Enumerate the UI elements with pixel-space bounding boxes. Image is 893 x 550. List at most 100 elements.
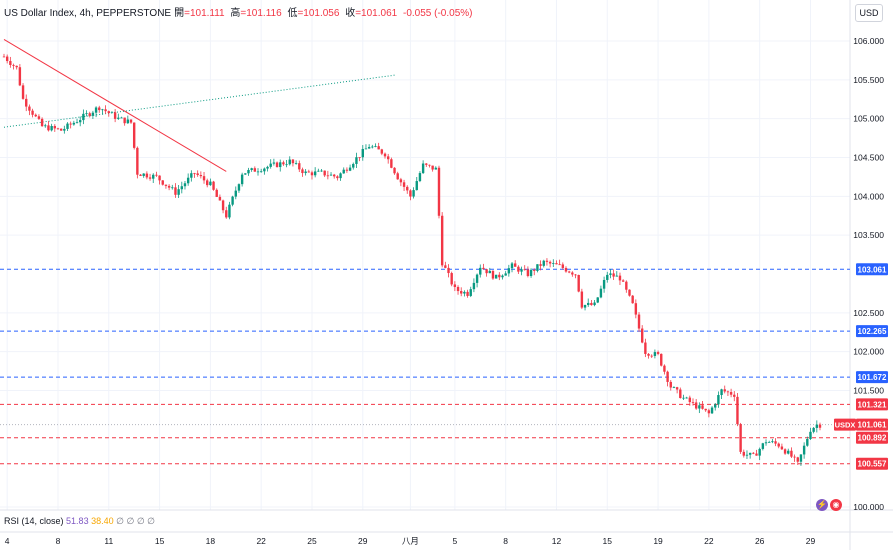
candle-body-229 <box>729 392 733 395</box>
candle-body-256 <box>815 424 819 428</box>
horizontal-lines: 103.061 102.265 101.672 101.321 100.892 100.5… <box>0 263 888 470</box>
candle-body-88 <box>282 162 285 165</box>
candle-body-50 <box>161 180 164 185</box>
candle-body-116 <box>371 146 374 148</box>
candle-body-222 <box>707 410 711 414</box>
hline-label-0: 103.061 <box>858 265 887 274</box>
time-tick-4: 18 <box>206 536 216 546</box>
candle-body-159 <box>507 268 511 274</box>
candle-body-158 <box>504 273 507 276</box>
candle-body-62 <box>199 175 203 177</box>
price-axis: 106.000 105.500 105.000 104.500 104.000 103.5… <box>853 36 884 512</box>
candle-body-147 <box>469 289 472 296</box>
symbol-title[interactable]: US Dollar Index, 4h, PEPPERSTONE <box>4 8 172 19</box>
candle-body-63 <box>202 176 206 181</box>
time-tick-3: 15 <box>155 536 165 546</box>
candle-body-74 <box>237 184 241 191</box>
candle-body-71 <box>228 204 231 218</box>
price-tick-1: 105.500 <box>853 75 884 85</box>
low-value: =101.056 <box>297 8 340 19</box>
candle-body-143 <box>456 287 460 292</box>
candle-body-65 <box>209 181 212 186</box>
candle-body-43 <box>139 174 142 176</box>
us-flag-icon[interactable]: ◉ <box>830 499 842 511</box>
candle-body-111 <box>355 157 358 164</box>
time-tick-6: 25 <box>307 536 317 546</box>
candle-body-232 <box>739 424 742 452</box>
candle-body-155 <box>494 274 498 279</box>
candle-body-19 <box>63 128 66 131</box>
candle-body-173 <box>552 263 555 264</box>
candle-body-87 <box>279 162 282 168</box>
candle-body-226 <box>720 389 723 396</box>
candle-body-165 <box>526 269 530 277</box>
candle-body-18 <box>59 128 63 131</box>
candle-body-3 <box>12 64 15 66</box>
rsi-legend[interactable]: RSI (14, close) 51.83 38.40 ∅ ∅ ∅ ∅ <box>4 516 155 527</box>
candle-body-67 <box>215 189 218 197</box>
candle-body-233 <box>742 451 745 456</box>
candle-body-80 <box>256 171 260 173</box>
candle-body-209 <box>666 371 669 382</box>
candle-body-85 <box>272 162 276 164</box>
time-tick-10: 8 <box>503 536 508 546</box>
candle-body-245 <box>780 446 784 450</box>
candle-body-41 <box>132 122 136 148</box>
candle-body-44 <box>142 173 145 176</box>
candle-body-56 <box>180 186 184 190</box>
candle-body-227 <box>723 389 726 392</box>
candle-body-84 <box>269 163 272 167</box>
candle-body-76 <box>244 173 247 175</box>
time-tick-15: 26 <box>755 536 765 546</box>
candle-body-234 <box>745 454 749 456</box>
candle-body-122 <box>390 159 393 168</box>
candle-body-223 <box>710 407 714 414</box>
hline-label-4: 100.892 <box>858 434 887 443</box>
candle-body-101 <box>323 170 326 176</box>
time-tick-0: 4 <box>5 536 10 546</box>
candle-body-107 <box>342 169 345 174</box>
candle-body-86 <box>275 162 279 168</box>
candle-body-109 <box>348 167 352 171</box>
candle-body-151 <box>482 267 485 270</box>
candle-body-20 <box>66 123 69 129</box>
price-tick-4: 104.000 <box>853 191 884 201</box>
candle-body-180 <box>574 274 577 276</box>
candle-body-216 <box>688 397 692 403</box>
candle-body-23 <box>75 122 79 124</box>
trendline-1 <box>3 74 395 128</box>
candle-body-75 <box>240 174 244 185</box>
candle-body-251 <box>799 454 803 462</box>
lightning-icon[interactable]: ⚡ <box>816 499 828 511</box>
candle-body-192 <box>612 273 615 277</box>
candle-body-162 <box>517 266 520 272</box>
candle-body-206 <box>656 352 660 354</box>
candle-body-253 <box>806 439 809 446</box>
candle-body-113 <box>361 148 364 158</box>
candle-body-214 <box>682 397 685 399</box>
candle-body-27 <box>88 113 91 116</box>
currency-button[interactable]: USD <box>855 4 883 22</box>
candle-body-6 <box>21 85 25 99</box>
candle-body-230 <box>733 394 736 397</box>
candle-body-16 <box>53 125 57 129</box>
candle-body-161 <box>513 263 517 267</box>
hline-label-bg-4 <box>856 431 888 444</box>
candle-body-30 <box>98 107 101 111</box>
candle-body-53 <box>171 187 174 189</box>
time-tick-13: 19 <box>653 536 663 546</box>
time-tick-5: 22 <box>256 536 266 546</box>
candle-body-15 <box>50 125 53 131</box>
candle-body-22 <box>72 122 76 125</box>
candle-body-100 <box>320 170 323 172</box>
candle-body-202 <box>644 342 647 354</box>
candle-body-95 <box>304 171 307 174</box>
candle-body-54 <box>174 187 177 195</box>
candle-body-103 <box>329 174 333 176</box>
candle-body-244 <box>777 443 780 447</box>
candle-body-210 <box>669 381 672 388</box>
candle-body-89 <box>285 164 288 166</box>
candle-body-49 <box>158 175 161 181</box>
candle-body-68 <box>218 196 222 201</box>
